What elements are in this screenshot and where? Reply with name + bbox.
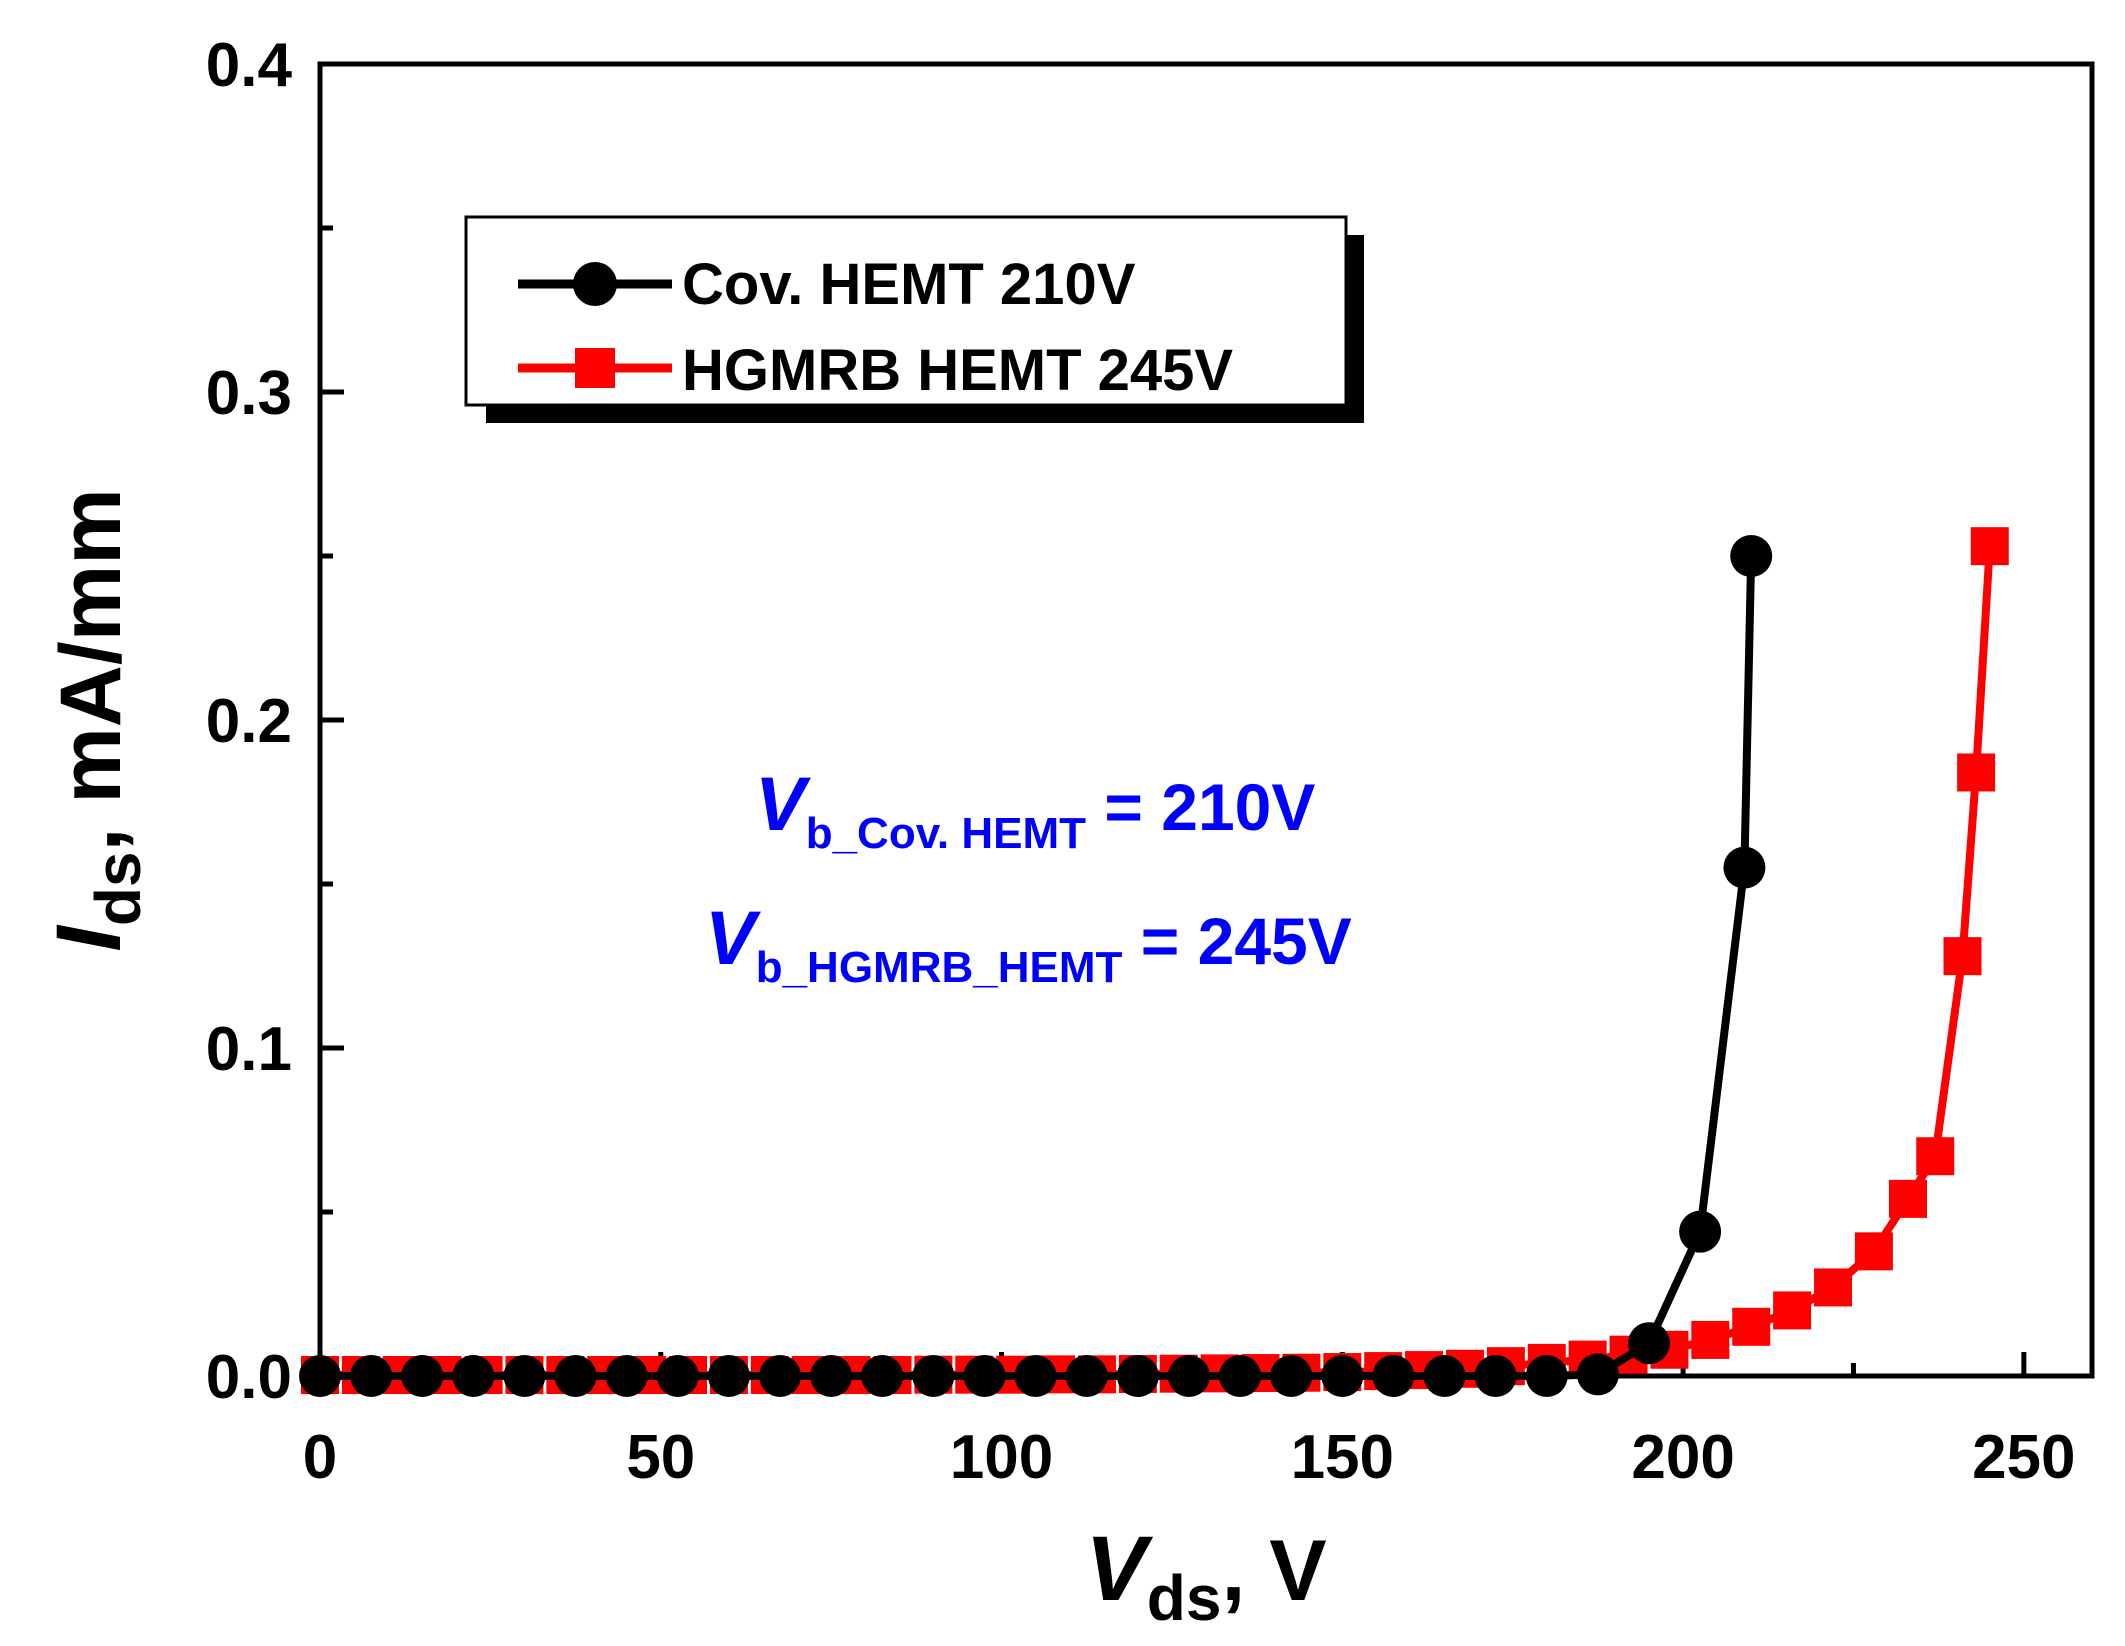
y-tick-label: 0.2	[206, 687, 292, 756]
data-point-circle	[1679, 1210, 1722, 1253]
x-axis-title-main: V	[1085, 1518, 1153, 1620]
data-point-circle	[1474, 1355, 1517, 1397]
data-point-circle	[1576, 1353, 1619, 1396]
data-point-circle	[656, 1355, 699, 1397]
annotation-hgmrb-rest: = 245V	[1122, 904, 1351, 978]
data-point-square	[1957, 753, 1996, 792]
data-point-circle	[1723, 846, 1766, 889]
annotation-cov: Vb_Cov. HEMT = 210V	[755, 762, 1315, 858]
annotation-hgmrb: Vb_HGMRB_HEMT = 245V	[705, 896, 1352, 992]
x-tick-label: 50	[626, 1423, 695, 1492]
data-point-circle	[1730, 535, 1773, 577]
x-tick-labels: 0 50 100 150 200 250	[303, 1423, 2076, 1492]
data-point-circle	[503, 1355, 546, 1397]
y-tick-labels: 0.0 0.1 0.2 0.3 0.4	[206, 31, 293, 1412]
data-point-circle	[1372, 1355, 1415, 1397]
annotation-hgmrb-sub: b_HGMRB_HEMT	[756, 943, 1123, 992]
x-tick-label: 250	[1972, 1423, 2075, 1492]
data-point-circle	[759, 1355, 802, 1397]
series-layer	[299, 527, 2009, 1397]
data-point-circle	[861, 1355, 904, 1397]
data-point-circle	[1065, 1355, 1108, 1397]
legend: Cov. HEMT 210V HGMRB HEMT 245V	[464, 215, 1364, 423]
annotation-cov-sub: b_Cov. HEMT	[806, 809, 1086, 858]
data-point-circle	[1167, 1355, 1210, 1397]
annotation-cov-main: V	[755, 762, 811, 847]
y-tick-label: 0.0	[206, 1343, 292, 1412]
data-point-circle	[350, 1355, 393, 1397]
data-point-circle	[912, 1355, 955, 1397]
legend-marker-cov	[573, 262, 617, 306]
annotation-hgmrb-main: V	[705, 896, 761, 981]
annotation-cov-rest: = 210V	[1086, 770, 1315, 844]
data-point-circle	[1525, 1355, 1568, 1397]
data-point-square	[1854, 1232, 1893, 1271]
y-axis-title-unit: , mA/mm	[43, 488, 139, 851]
data-point-square	[1732, 1307, 1771, 1346]
y-axis-title-sub: ds	[82, 851, 154, 926]
data-point-square	[1943, 937, 1982, 976]
data-point-circle	[1628, 1322, 1670, 1365]
data-point-circle	[554, 1355, 597, 1397]
legend-label-cov: Cov. HEMT 210V	[682, 252, 1136, 317]
data-point-circle	[1219, 1355, 1262, 1397]
x-tick-label: 200	[1631, 1423, 1734, 1492]
data-point-circle	[1270, 1355, 1313, 1397]
x-axis-title: Vds, V	[1085, 1518, 1326, 1634]
x-axis-title-sub: ds	[1147, 1562, 1222, 1634]
x-tick-label: 100	[950, 1423, 1053, 1492]
data-point-square	[1888, 1179, 1927, 1218]
data-point-square	[1691, 1320, 1730, 1359]
data-point-circle	[1423, 1355, 1466, 1397]
data-point-circle	[1116, 1355, 1159, 1397]
y-axis-title: Ids, mA/mm	[38, 488, 154, 951]
x-axis-title-unit: , V	[1221, 1523, 1326, 1619]
data-point-circle	[963, 1355, 1006, 1397]
data-point-circle	[1014, 1355, 1057, 1397]
y-tick-label: 0.1	[206, 1015, 292, 1084]
data-point-square	[1814, 1268, 1853, 1307]
y-tick-label: 0.4	[206, 31, 293, 100]
data-point-circle	[1321, 1355, 1364, 1397]
data-point-circle	[452, 1355, 495, 1397]
data-point-circle	[299, 1355, 341, 1397]
y-tick-label: 0.3	[206, 359, 292, 428]
data-point-circle	[401, 1355, 444, 1397]
x-tick-label: 0	[303, 1423, 337, 1492]
y-axis-title-main: I	[38, 924, 140, 952]
legend-label-hgmrb: HGMRB HEMT 245V	[682, 338, 1233, 403]
data-point-square	[1916, 1137, 1955, 1176]
data-point-circle	[605, 1355, 648, 1397]
data-point-circle	[707, 1355, 750, 1397]
legend-marker-hgmrb	[575, 348, 615, 388]
data-point-square	[1773, 1291, 1812, 1330]
data-point-circle	[810, 1355, 853, 1397]
x-tick-label: 150	[1291, 1423, 1394, 1492]
data-point-square	[1970, 527, 2009, 566]
